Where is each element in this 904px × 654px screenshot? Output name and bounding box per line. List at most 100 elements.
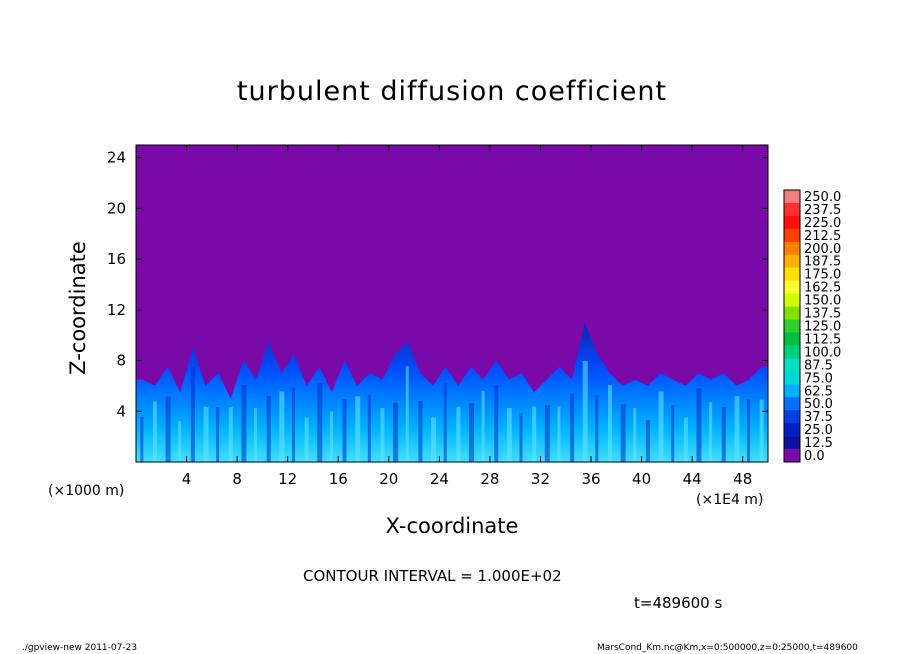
colorbar-label: 250.0 [804,190,841,205]
turbulent-plume [683,417,688,462]
turbulent-plume [329,411,333,462]
colorbar-swatch [784,423,800,437]
colorbar-label: 62.5 [804,384,833,399]
turbulent-plume [317,383,323,462]
x-tick-label: 24 [430,470,449,488]
turbulent-plume [203,406,209,462]
turbulent-plume [468,403,474,462]
y-tick-label: 4 [116,402,126,420]
colorbar-swatch [784,228,800,243]
x-axis-unit: (×1E4 m) [696,492,764,508]
colorbar-swatch [784,449,800,463]
colorbar-swatch [784,371,800,385]
turbulent-plume [216,406,220,462]
x-tick-label: 8 [232,470,242,488]
colorbar-label: 112.5 [804,332,841,347]
turbulent-plume [405,366,409,462]
turbulent-plume [279,391,285,462]
x-tick-label: 28 [480,470,499,488]
x-tick-label: 40 [632,470,651,488]
turbulent-plume [671,405,675,462]
colorbar-label: 200.0 [804,242,841,257]
x-tick-label: 20 [379,470,398,488]
colorbar-swatch [784,358,800,372]
turbulent-plume [304,417,309,462]
colorbar-label: 125.0 [804,320,841,335]
turbulent-plume [393,402,399,462]
colorbar-swatch [784,267,800,281]
turbulent-layer [136,322,768,462]
colorbar-label: 225.0 [804,216,841,231]
turbulent-plume [506,408,512,462]
colorbar-swatch [784,410,800,424]
turbulent-plume [544,405,550,462]
field-background [136,145,768,462]
turbulent-plume [608,385,612,462]
turbulent-plume [658,391,664,462]
colorbar-label: 137.5 [804,307,841,322]
x-tick-label: 4 [182,470,192,488]
turbulent-plume [721,406,726,462]
turbulent-plume [443,383,447,462]
chart-title: turbulent diffusion coefficient [236,76,668,107]
colorbar-label: 0.0 [804,449,825,464]
y-axis-label: Z-coordinate [66,241,90,375]
x-tick-label: 48 [733,470,752,488]
turbulent-plume [645,420,650,462]
colorbar-swatch [784,319,800,333]
turbulent-plume [342,399,347,462]
turbulent-plume [456,406,461,462]
y-axis-unit: (×1000 m) [48,483,125,499]
footer-data-source: MarsCond_Km.nc@Km,x=0:500000,z=0:25000,t… [597,643,858,653]
turbulent-plume [228,407,233,462]
colorbar-swatch [784,384,800,398]
turbulent-plume [165,396,171,462]
turbulent-plume [254,408,258,462]
colorbar-label: 50.0 [804,397,833,412]
colorbar-label: 87.5 [804,358,833,373]
colorbar-swatch [784,332,800,346]
turbulent-plume [709,402,713,462]
turbulent-plume [190,367,195,462]
x-tick-label: 16 [329,470,348,488]
turbulent-plume [519,413,523,462]
turbulent-plume [367,394,371,462]
colorbar-label: 12.5 [804,436,833,451]
turbulent-plume [481,390,485,462]
x-tick-label: 12 [278,470,297,488]
turbulent-plume [431,417,437,462]
colorbar-label: 187.5 [804,255,841,270]
y-tick-label: 16 [107,250,126,268]
turbulent-plume [178,421,182,462]
turbulent-plume [595,395,599,462]
colorbar-label: 25.0 [804,423,833,438]
y-tick-label: 24 [107,149,126,167]
turbulent-plume [152,401,157,462]
colorbar-label: 162.5 [804,281,841,296]
colorbar-label: 175.0 [804,268,841,283]
turbulent-plume [759,399,764,462]
colorbar-swatch [784,254,800,269]
colorbar-swatch [784,215,800,230]
turbulent-plume [747,399,751,462]
turbulent-plume [266,395,271,462]
turbulent-plume [620,404,626,462]
y-tick-label: 8 [116,352,126,370]
colorbar-swatch [784,293,800,307]
turbulent-plume [418,400,423,462]
x-axis-label: X-coordinate [385,514,519,538]
turbulent-plume [633,408,637,462]
colorbar-swatch [784,345,800,359]
x-tick-label: 44 [683,470,702,488]
contour-interval-label: CONTOUR INTERVAL = 1.000E+02 [303,567,562,585]
colorbar-label: 212.5 [804,229,841,244]
colorbar-label: 100.0 [804,345,841,360]
time-label: t=489600 s [634,594,723,612]
colorbar-swatch [784,190,800,204]
turbulent-plume [292,387,295,462]
turbulent-plume [494,384,499,462]
plot-frame [135,144,769,463]
turbulent-plume [532,406,537,462]
colorbar-swatch [784,241,800,256]
turbulent-plume [140,416,144,462]
